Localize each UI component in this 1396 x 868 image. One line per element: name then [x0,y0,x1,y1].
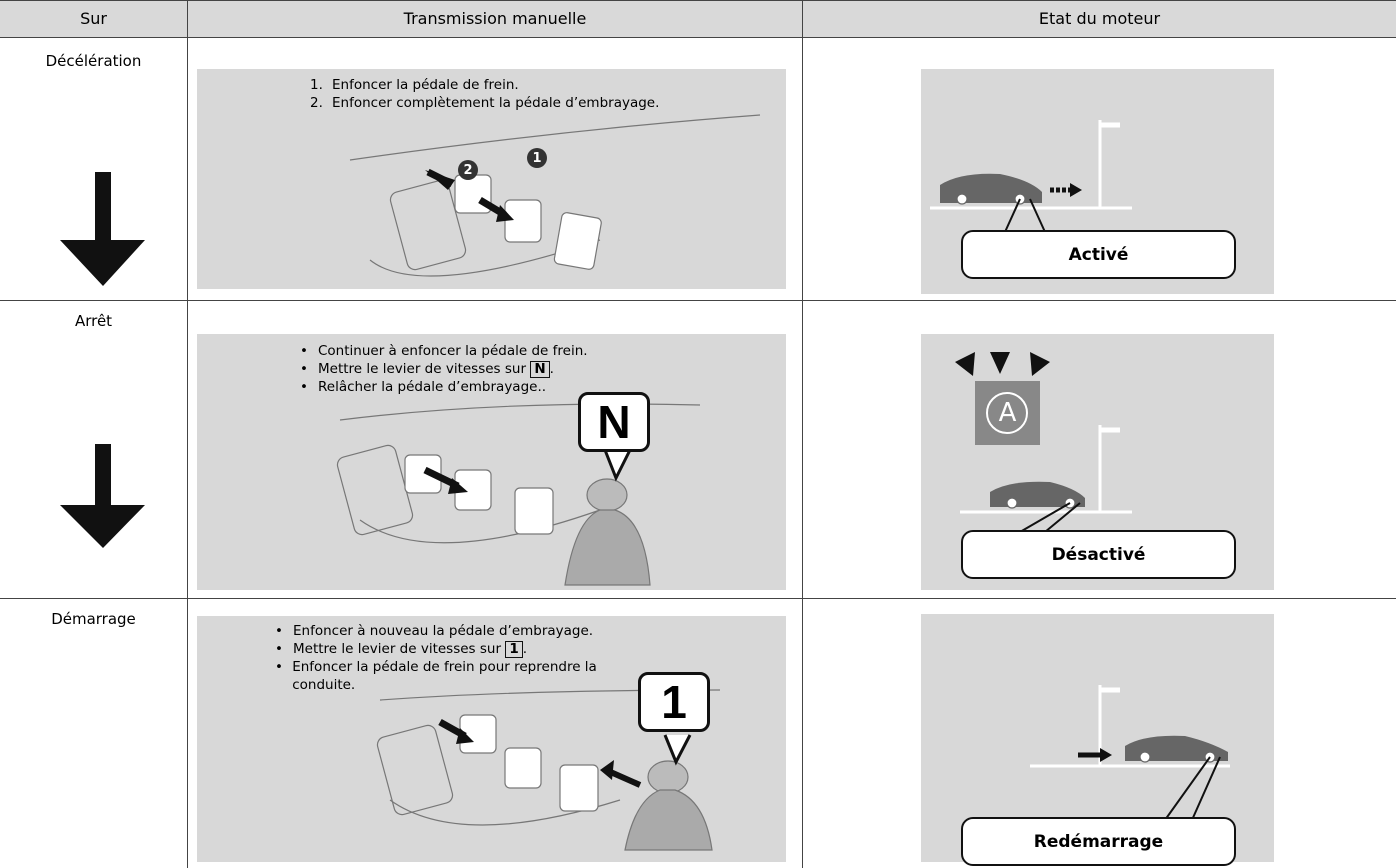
bullet: • [300,343,308,359]
bullet: • [275,659,283,675]
step-end: . [549,361,554,377]
step: • Mettre le levier de vitesses sur N. [300,360,720,378]
step-text: Enfoncer la pédale de frein pour reprend… [292,658,635,694]
step-text: Mettre le levier de vitesses sur N. [318,360,554,378]
rule [187,0,188,868]
header-cell: Transmission manuelle [188,0,802,37]
status-callout: Désactivé [961,530,1236,579]
arrows [60,172,145,548]
bullet: • [275,623,283,639]
step-text: Enfoncer complètement la pédale d’embray… [332,94,659,112]
rule [0,598,1396,599]
bullet: • [300,379,308,395]
gear-badge: N [578,392,650,452]
step: • Continuer à enfoncer la pédale de frein… [300,342,720,360]
step: 2. Enfoncer complètement la pédale d’embr… [310,94,780,112]
step-callout: 2 [458,160,478,180]
stage-label: Arrêt [74,312,113,330]
step-text: Mettre le levier de vitesses sur [318,361,527,377]
stage-label: Décélération [45,52,142,70]
step-text: Enfoncer à nouveau la pédale d’embrayage… [293,623,594,639]
bullet: • [275,641,283,657]
stage-label: Démarrage [51,610,136,628]
step-callout: 1 [527,148,547,168]
step-text: Mettre le levier de vitesses sur [293,641,502,657]
auto-stop-icon: A [998,398,1017,428]
step-text: Relâcher la pédale d’embrayage.. [318,378,546,396]
illustration-panel [197,334,786,590]
step-end: . [522,641,528,657]
rule [0,300,1396,301]
step-text: Continuer à enfoncer la pédale de frein. [318,342,588,360]
step-number: 1. [310,77,323,93]
step-text: Continuer à enfoncer la pédale de frein. [318,343,588,359]
gear-key: 1 [505,641,523,658]
steps: • Continuer à enfoncer la pédale de frein… [300,342,720,396]
step-text: Enfoncer la pédale de frein. [332,77,519,93]
step-text: Enfoncer à nouveau la pédale d’embrayage… [293,622,593,640]
step-number: 2. [310,95,323,111]
step: • Enfoncer à nouveau la pédale d’embrayag… [275,622,635,640]
status-callout: Activé [961,230,1236,279]
rule [802,0,803,868]
step: • Mettre le levier de vitesses sur 1. [275,640,635,658]
step: 1. Enfoncer la pédale de frein. [310,76,780,94]
gear-badge: 1 [638,672,710,732]
step-text: Enfoncer la pédale de frein pour reprend… [292,659,597,693]
bullet: • [300,361,308,377]
rule [0,37,1396,38]
step: • Enfoncer la pédale de frein pour repren… [275,658,635,694]
status-callout: Redémarrage [961,817,1236,866]
step-text: Enfoncer la pédale de frein. [332,76,519,94]
header-cell: Etat du moteur [803,0,1396,37]
rule [0,0,1396,1]
step-text: Mettre le levier de vitesses sur 1. [293,640,527,658]
steps: • Enfoncer à nouveau la pédale d’embrayag… [275,622,635,694]
steps: 1. Enfoncer la pédale de frein. 2. Enfoncer… [310,76,780,112]
step-text: Relâcher la pédale d’embrayage.. [318,379,547,395]
gear-key: N [530,361,550,378]
step: • Relâcher la pédale d’embrayage.. [300,378,720,396]
header-cell: Sur [0,0,187,37]
step-text: Enfoncer complètement la pédale d’embray… [332,95,660,111]
